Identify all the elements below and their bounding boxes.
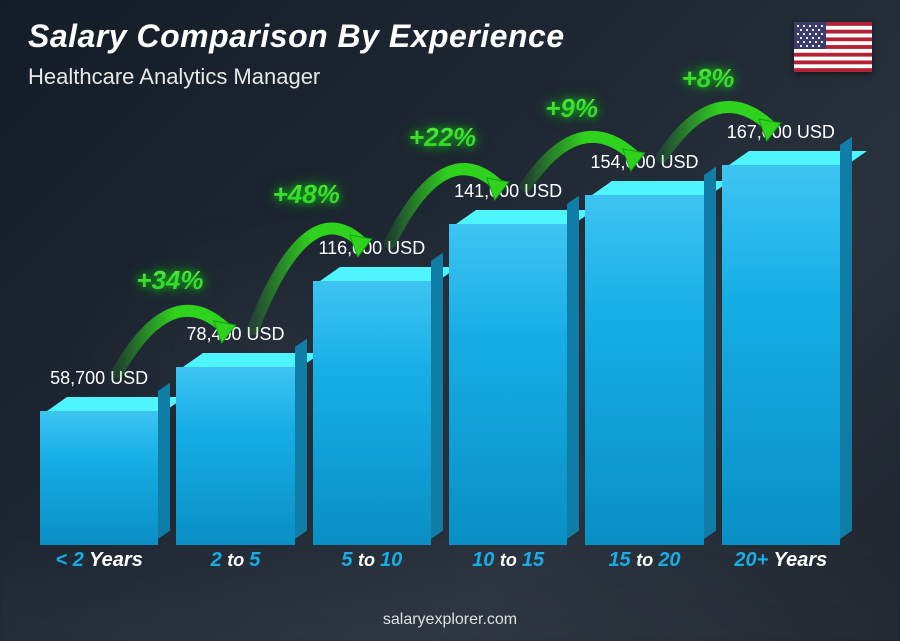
x-axis-tick-label: 20+ Years [722,549,840,583]
bar-slot: 58,700 USD [40,368,158,545]
bar-value-label: 154,000 USD [590,152,698,173]
bar-value-label: 167,000 USD [727,122,835,143]
bar-value-label: 141,000 USD [454,181,562,202]
content-layer: Salary Comparison By Experience Healthca… [0,0,900,641]
x-axis-tick-label: 5 to 10 [313,549,431,583]
bar-slot: 116,000 USD [313,238,431,545]
bar-slot: 141,000 USD [449,181,567,545]
x-axis-tick-label: 15 to 20 [585,549,703,583]
growth-percentage: +8% [682,63,735,94]
infographic-stage: Salary Comparison By Experience Healthca… [0,0,900,641]
bars-container: 58,700 USD 78,400 USD 116,000 USD 141,000 U… [40,103,840,545]
x-axis-tick-label: 10 to 15 [449,549,567,583]
chart-subtitle: Healthcare Analytics Manager [28,64,320,90]
chart-title: Salary Comparison By Experience [28,18,565,55]
x-axis-tick-label: 2 to 5 [176,549,294,583]
bar [585,181,703,545]
bar [40,397,158,545]
bar-chart: 58,700 USD 78,400 USD 116,000 USD 141,000 U… [40,103,840,583]
bar-slot: 167,000 USD [722,122,840,545]
bar [176,353,294,545]
bar [449,210,567,545]
x-axis-tick-label: < 2 Years [40,549,158,583]
bar-value-label: 58,700 USD [50,368,148,389]
country-flag-us [794,22,872,72]
footer-attribution: salaryexplorer.com [0,611,900,629]
bar-value-label: 116,000 USD [318,238,425,259]
bar-slot: 78,400 USD [176,324,294,545]
bar [722,151,840,545]
x-axis-labels: < 2 Years 2 to 5 5 to 10 10 to 15 15 to 20 20… [40,549,840,583]
bar-slot: 154,000 USD [585,152,703,545]
bar-value-label: 78,400 USD [186,324,284,345]
bar [313,267,431,545]
